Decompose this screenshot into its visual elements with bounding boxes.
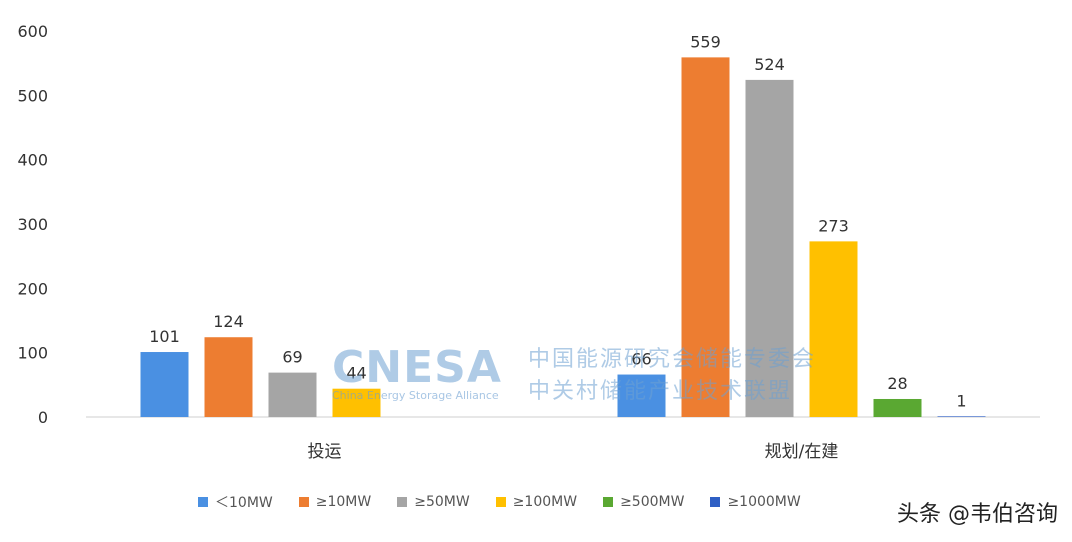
bar-chart-plot: 0 100 200 300 400 500 600 101 124 69 44 投运 66 559 524 2… xyxy=(17,22,1040,462)
bar-value-label: 559 xyxy=(690,32,721,51)
y-tick-label: 200 xyxy=(17,279,48,298)
legend-swatch xyxy=(710,497,721,507)
bar-value-label: 28 xyxy=(887,374,907,393)
legend-label: ≥100MW xyxy=(512,494,578,510)
legend-item: ＜10MW xyxy=(198,492,273,512)
legend-item: ≥100MW xyxy=(495,494,578,510)
legend-label: ≥10MW xyxy=(315,494,372,510)
x-category-label: 规划/在建 xyxy=(765,442,839,462)
legend-item: ≥10MW xyxy=(298,494,372,510)
bar xyxy=(937,416,986,417)
bar-value-label: 69 xyxy=(282,348,302,367)
legend-swatch xyxy=(397,497,408,507)
y-tick-label: 600 xyxy=(17,22,48,41)
bar xyxy=(268,372,317,417)
bar xyxy=(873,398,922,417)
y-tick-label: 0 xyxy=(38,408,48,427)
bar-value-label: 524 xyxy=(754,55,785,74)
bar xyxy=(140,352,189,417)
legend-label: ≥500MW xyxy=(620,494,685,510)
bar-value-label: 1 xyxy=(956,391,966,410)
bar-value-label: 66 xyxy=(631,350,651,369)
bar xyxy=(204,337,253,417)
x-category-label: 投运 xyxy=(308,442,342,462)
bar xyxy=(809,241,858,417)
bar xyxy=(745,79,794,417)
bar xyxy=(681,57,730,417)
legend-swatch xyxy=(198,497,208,507)
legend-label: ＜10MW xyxy=(215,495,273,511)
source-credit: 头条 @韦伯咨询 xyxy=(897,502,1058,527)
bar-value-label: 101 xyxy=(149,327,180,346)
legend-label: ≥1000MW xyxy=(727,494,801,510)
legend-item: ≥500MW xyxy=(603,494,684,510)
bar-value-label: 124 xyxy=(213,312,244,331)
y-tick-label: 100 xyxy=(17,344,48,363)
chart-legend: ＜10MW ≥10MW ≥50MW ≥100MW ≥500MW ≥1000MW xyxy=(198,492,827,512)
bar-value-label: 273 xyxy=(818,216,849,235)
bar xyxy=(617,374,666,417)
legend-label: ≥50MW xyxy=(414,494,470,510)
legend-swatch xyxy=(298,497,309,507)
legend-item: ≥1000MW xyxy=(710,494,801,510)
y-tick-label: 300 xyxy=(17,215,48,234)
y-tick-label: 500 xyxy=(17,86,48,105)
legend-item: ≥50MW xyxy=(397,494,470,510)
bar-value-label: 44 xyxy=(346,364,366,383)
legend-swatch xyxy=(603,497,614,507)
bar xyxy=(332,388,381,417)
y-tick-label: 400 xyxy=(17,151,48,170)
legend-swatch xyxy=(495,497,506,507)
